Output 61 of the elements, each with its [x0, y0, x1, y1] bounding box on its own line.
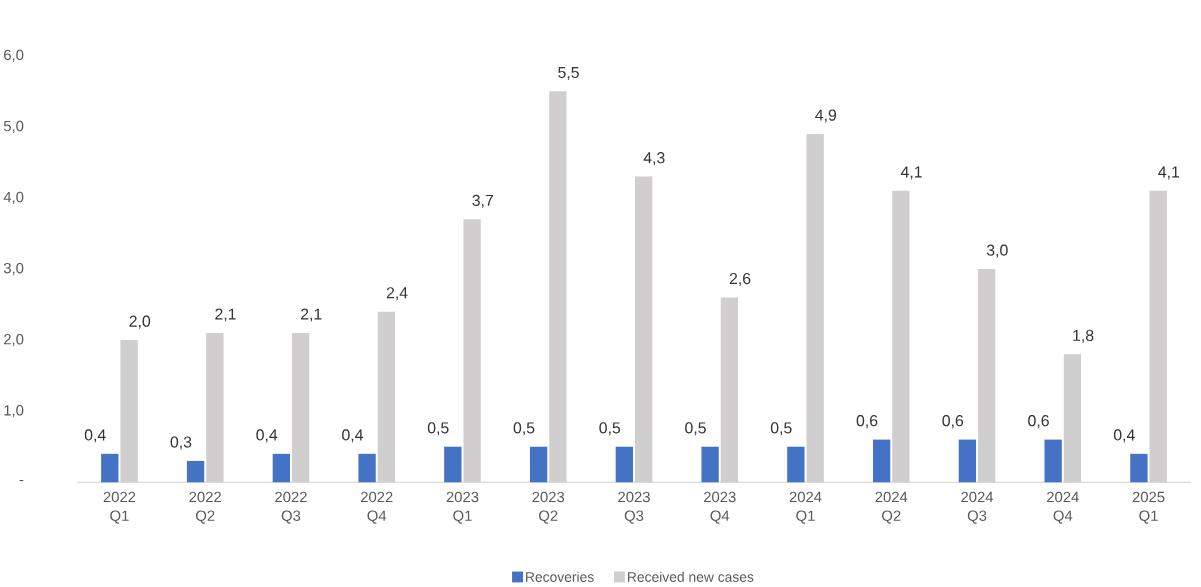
data-label: 0,5	[685, 422, 706, 436]
data-label: 3,7	[472, 194, 493, 208]
bar	[872, 439, 891, 483]
data-label: 5,5	[558, 66, 579, 80]
data-label: 0,5	[770, 422, 792, 436]
bar	[529, 446, 548, 483]
bar	[358, 453, 376, 483]
data-label: 4,9	[815, 109, 837, 123]
x-tick-label: 2023 Q1	[446, 491, 479, 524]
data-label: 0,4	[256, 429, 278, 443]
data-label: 4,1	[900, 166, 922, 180]
x-tick-label: 2023 Q4	[704, 491, 736, 524]
bar	[958, 439, 977, 483]
data-label: 0,4	[1113, 429, 1135, 443]
x-tick-label: 2025 Q1	[1132, 491, 1165, 524]
bar	[444, 446, 462, 483]
bar	[186, 460, 205, 483]
x-tick-label: 2023 Q3	[618, 491, 650, 524]
y-tick-label: -	[19, 479, 24, 482]
data-label: 0,4	[84, 429, 106, 443]
data-label: 0,3	[170, 436, 192, 450]
bar	[615, 446, 634, 483]
data-label: 4,1	[1158, 166, 1180, 180]
data-label: 0,5	[427, 422, 449, 436]
x-tick-label: 2024 Q3	[961, 491, 994, 524]
x-tick-label: 2022 Q1	[103, 491, 136, 524]
data-label: 0,4	[342, 429, 364, 443]
legend-label: Received new cases	[628, 571, 754, 582]
x-tick-label: 2022 Q4	[360, 491, 393, 524]
x-tick-label: 2022 Q2	[189, 491, 221, 524]
x-tick-label: 2024 Q2	[875, 491, 908, 524]
bar	[101, 453, 119, 483]
bar	[787, 446, 805, 483]
y-tick-label: 2,0	[4, 333, 24, 347]
x-tick-label: 2023 Q2	[532, 491, 565, 524]
y-tick-label: 4,0	[3, 191, 24, 204]
data-label: 4,3	[643, 152, 665, 166]
x-tick-label: 2024 Q4	[1047, 491, 1079, 524]
bar	[1044, 439, 1062, 483]
y-tick-label: 3,0	[3, 262, 24, 276]
data-label: 2,1	[215, 308, 236, 322]
bar	[272, 453, 290, 483]
data-label: 0,5	[599, 422, 621, 436]
data-label: 2,0	[129, 315, 151, 329]
data-label: 0,5	[513, 422, 535, 436]
x-tick-label: 2022 Q3	[275, 491, 307, 524]
y-tick-label: 1,0	[4, 404, 24, 418]
data-label: 2,6	[729, 272, 751, 286]
y-tick-label: 5,0	[3, 120, 24, 133]
data-label: 0,6	[1028, 415, 1049, 429]
data-label: 1,8	[1073, 329, 1094, 343]
data-label: 3,0	[986, 244, 1008, 258]
bar	[701, 446, 719, 483]
data-label: 0,6	[942, 415, 964, 429]
legend-label: Recoveries	[526, 571, 594, 582]
bar	[1130, 453, 1148, 483]
data-label: 0,6	[856, 415, 878, 429]
data-label: 2,4	[386, 287, 408, 301]
y-tick-label: 6,0	[4, 49, 24, 62]
x-tick-label: 2024 Q1	[789, 491, 822, 524]
data-label: 2,1	[301, 308, 322, 322]
